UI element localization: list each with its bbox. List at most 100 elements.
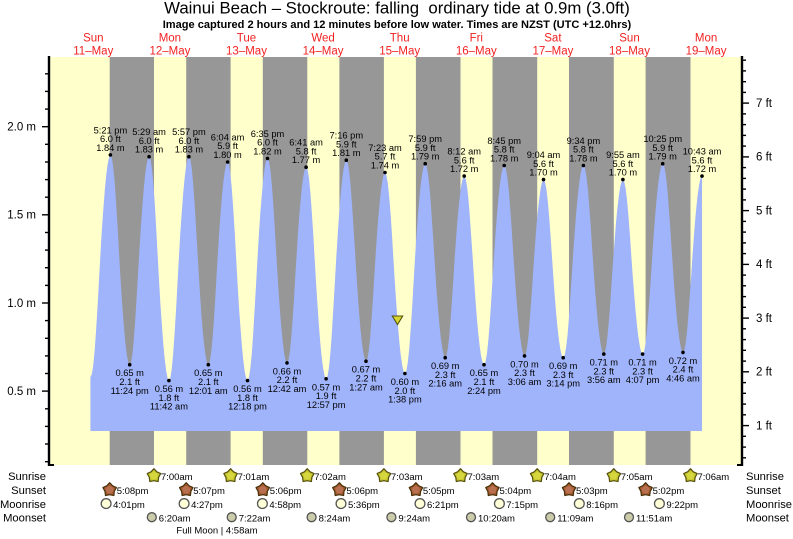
svg-text:0.57 m: 0.57 m	[312, 382, 341, 392]
svg-text:12:18 pm: 12:18 pm	[228, 402, 267, 412]
svg-text:2.2 ft: 2.2 ft	[356, 374, 377, 384]
svg-text:9:04 am: 9:04 am	[527, 150, 561, 160]
svg-text:1:38 pm: 1:38 pm	[388, 395, 422, 405]
svg-text:5 ft: 5 ft	[756, 205, 773, 217]
svg-text:6:20am: 6:20am	[159, 513, 191, 524]
svg-text:5.9 ft: 5.9 ft	[336, 139, 357, 149]
svg-text:2.3 ft: 2.3 ft	[435, 370, 456, 380]
svg-text:2.3 ft: 2.3 ft	[514, 368, 535, 378]
svg-text:5.7 ft: 5.7 ft	[375, 152, 396, 162]
svg-text:1.0 m: 1.0 m	[7, 298, 36, 310]
svg-text:5.6 ft: 5.6 ft	[692, 155, 713, 165]
svg-text:5:06pm: 5:06pm	[270, 486, 302, 497]
svg-text:8:24am: 8:24am	[319, 513, 351, 524]
svg-text:11–May: 11–May	[73, 45, 113, 57]
svg-text:Image captured 2 hours and 12: Image captured 2 hours and 12 minutes be…	[163, 19, 632, 31]
svg-text:12:42 am: 12:42 am	[268, 384, 307, 394]
svg-text:1.72 m: 1.72 m	[450, 164, 479, 174]
svg-text:4:07 pm: 4:07 pm	[626, 375, 660, 385]
svg-text:5:57 pm: 5:57 pm	[172, 127, 206, 137]
svg-text:8:45 pm: 8:45 pm	[487, 136, 521, 146]
svg-text:1.79 m: 1.79 m	[411, 152, 440, 162]
svg-text:1.78 m: 1.78 m	[490, 154, 519, 164]
svg-text:8:16pm: 8:16pm	[586, 500, 618, 511]
svg-text:6.0 ft: 6.0 ft	[257, 138, 278, 148]
svg-text:5.9 ft: 5.9 ft	[217, 141, 238, 151]
svg-text:12–May: 12–May	[149, 45, 190, 57]
svg-text:2.3 ft: 2.3 ft	[553, 370, 574, 380]
svg-text:9:24am: 9:24am	[398, 513, 430, 524]
svg-text:1.70 m: 1.70 m	[609, 168, 638, 178]
svg-text:0.66 m: 0.66 m	[273, 366, 302, 376]
svg-text:10:43 am: 10:43 am	[683, 147, 722, 157]
svg-text:10:20am: 10:20am	[478, 513, 515, 524]
svg-text:2.4 ft: 2.4 ft	[673, 365, 694, 375]
svg-text:3 ft: 3 ft	[756, 313, 773, 325]
svg-text:5.6 ft: 5.6 ft	[613, 159, 634, 169]
svg-text:7:15pm: 7:15pm	[506, 500, 538, 511]
svg-text:4 ft: 4 ft	[756, 259, 773, 271]
svg-text:1.79 m: 1.79 m	[648, 152, 677, 162]
svg-text:Full Moon | 4:58am: Full Moon | 4:58am	[176, 526, 257, 537]
svg-text:2.0 ft: 2.0 ft	[395, 386, 416, 396]
svg-text:5.6 ft: 5.6 ft	[533, 159, 554, 169]
svg-text:1.8 ft: 1.8 ft	[159, 393, 180, 403]
svg-text:1.77 m: 1.77 m	[292, 155, 321, 165]
svg-text:0.67 m: 0.67 m	[352, 365, 381, 375]
svg-text:2.3 ft: 2.3 ft	[632, 366, 653, 376]
svg-text:5:07pm: 5:07pm	[193, 486, 225, 497]
svg-text:6.0 ft: 6.0 ft	[139, 136, 160, 146]
svg-text:0.70 m: 0.70 m	[510, 359, 539, 369]
svg-text:Moonset: Moonset	[746, 512, 790, 524]
svg-text:Thu: Thu	[390, 33, 410, 45]
svg-text:9:34 pm: 9:34 pm	[567, 136, 601, 146]
svg-text:7:16 pm: 7:16 pm	[330, 131, 364, 141]
svg-text:5.6 ft: 5.6 ft	[454, 155, 475, 165]
svg-text:Tue: Tue	[237, 33, 256, 45]
svg-text:3:14 pm: 3:14 pm	[546, 379, 580, 389]
svg-text:8:12 am: 8:12 am	[447, 147, 481, 157]
svg-text:1.80 m: 1.80 m	[213, 150, 242, 160]
svg-text:6:21pm: 6:21pm	[427, 500, 459, 511]
svg-text:1:27 am: 1:27 am	[349, 382, 383, 392]
svg-text:Sunset: Sunset	[11, 485, 47, 497]
svg-text:1.78 m: 1.78 m	[569, 154, 598, 164]
svg-text:7:59 pm: 7:59 pm	[408, 134, 442, 144]
svg-text:9:55 am: 9:55 am	[606, 150, 640, 160]
svg-text:0.71 m: 0.71 m	[590, 358, 619, 368]
svg-text:Sun: Sun	[619, 33, 639, 45]
svg-text:2:16 am: 2:16 am	[428, 379, 462, 389]
svg-text:9:22pm: 9:22pm	[666, 500, 698, 511]
svg-text:3:06 am: 3:06 am	[508, 377, 542, 387]
svg-text:3:56 am: 3:56 am	[587, 375, 621, 385]
svg-text:1.74 m: 1.74 m	[371, 161, 400, 171]
svg-text:13–May: 13–May	[226, 45, 267, 57]
svg-text:6:04 am: 6:04 am	[211, 132, 245, 142]
svg-text:7:05am: 7:05am	[621, 472, 653, 483]
svg-text:4:01pm: 4:01pm	[113, 500, 145, 511]
svg-text:7:00am: 7:00am	[161, 472, 193, 483]
svg-text:Mon: Mon	[695, 33, 717, 45]
svg-text:2.1 ft: 2.1 ft	[474, 377, 495, 387]
svg-text:Moonrise: Moonrise	[746, 499, 792, 511]
svg-text:11:24 pm: 11:24 pm	[111, 386, 149, 396]
svg-text:7:01am: 7:01am	[238, 472, 270, 483]
svg-text:1.83 m: 1.83 m	[135, 145, 164, 155]
svg-text:11:51am: 11:51am	[636, 513, 672, 524]
svg-text:0.56 m: 0.56 m	[155, 384, 184, 394]
svg-text:7:02am: 7:02am	[314, 472, 346, 483]
svg-text:1.72 m: 1.72 m	[688, 164, 717, 174]
svg-text:Wainui Beach – Stockroute: fal: Wainui Beach – Stockroute: falling ordin…	[164, 0, 630, 18]
svg-text:Sunrise: Sunrise	[8, 471, 46, 483]
svg-text:Moonset: Moonset	[3, 512, 47, 524]
svg-text:0.69 m: 0.69 m	[549, 361, 578, 371]
svg-text:17–May: 17–May	[532, 45, 573, 57]
svg-text:1.84 m: 1.84 m	[96, 143, 125, 153]
svg-text:5:03pm: 5:03pm	[576, 486, 608, 497]
svg-text:0.69 m: 0.69 m	[431, 361, 460, 371]
svg-text:1.8 ft: 1.8 ft	[237, 393, 258, 403]
svg-text:1.83 m: 1.83 m	[175, 145, 204, 155]
svg-text:2.1 ft: 2.1 ft	[119, 377, 140, 387]
svg-text:5:06pm: 5:06pm	[346, 486, 378, 497]
svg-text:Sunset: Sunset	[746, 485, 782, 497]
